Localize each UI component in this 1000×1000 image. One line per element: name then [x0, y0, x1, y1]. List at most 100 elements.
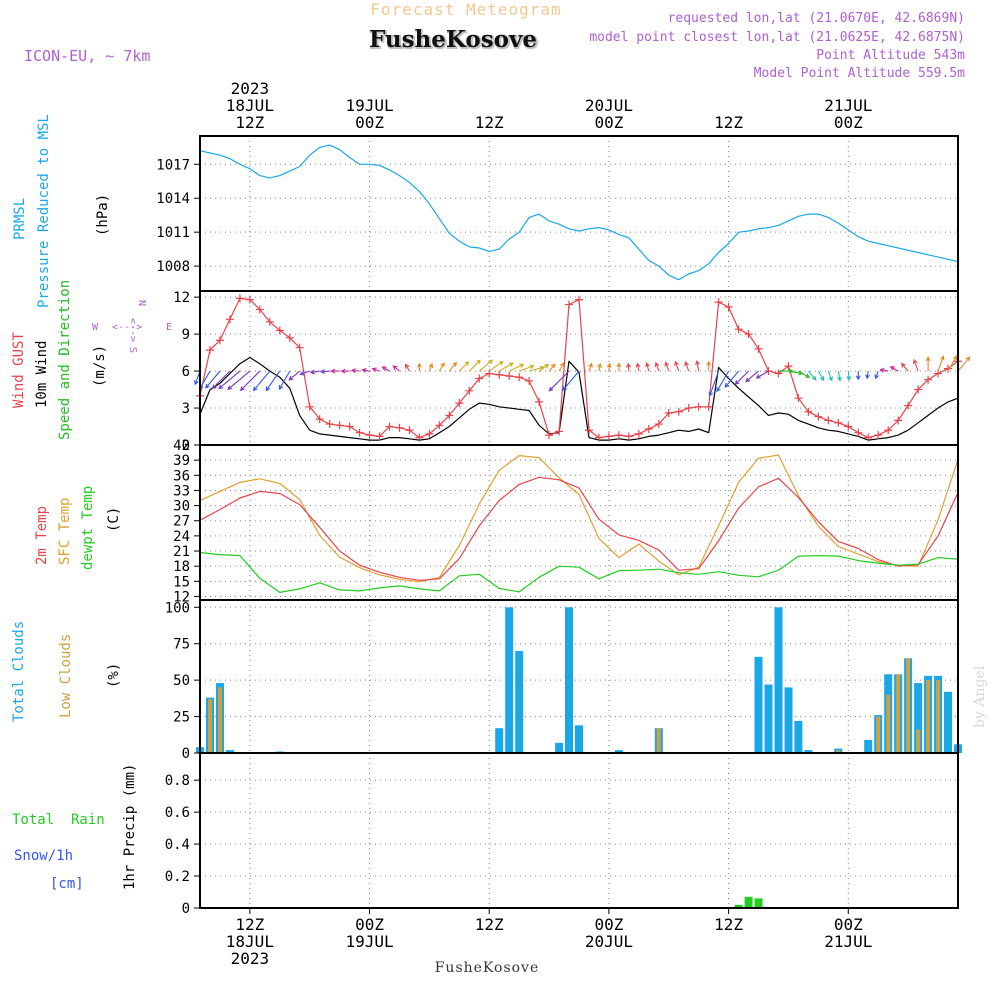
gust-marker: [245, 295, 254, 304]
temp-2m-line: [199, 476, 959, 581]
gust-marker: [684, 404, 693, 413]
gust-marker: [884, 426, 893, 435]
wind-direction-arrow: [548, 370, 570, 392]
top-time-label: 12Z: [714, 113, 743, 132]
gust-marker: [475, 374, 484, 383]
wind-direction-arrow: [448, 361, 458, 372]
gust-marker: [235, 294, 244, 303]
gust-marker: [515, 373, 524, 382]
wind-direction-arrow: [874, 370, 879, 380]
total-clouds-bar: [555, 742, 564, 753]
temp-sfc-label: SFC Temp: [57, 498, 73, 565]
wind-direction-arrow: [606, 362, 612, 372]
y-tick-label: 0.8: [165, 773, 190, 789]
gust-marker: [584, 426, 593, 435]
y-tick-label: 15: [173, 574, 190, 590]
wind-direction-arrow: [912, 358, 919, 372]
low-clouds-bar: [886, 694, 891, 753]
gust-marker: [774, 369, 783, 378]
gust-marker: [814, 412, 823, 421]
total-clouds-bar: [764, 684, 773, 753]
wind-direction-arrow: [508, 363, 525, 372]
gust-marker: [365, 431, 374, 440]
rain-bar: [744, 896, 753, 908]
wind-direction-arrow: [361, 367, 370, 373]
wind-direction-arrow: [635, 362, 641, 372]
top-time-label: 21JUL: [824, 96, 872, 115]
wind-direction-arrow: [288, 370, 301, 381]
wind-direction-arrow: [218, 370, 241, 390]
gust-marker: [495, 370, 504, 379]
bottom-time-label: 19JUL: [345, 932, 393, 951]
wind-direction-arrow: [428, 362, 434, 372]
top-time-label: 00Z: [834, 113, 863, 132]
low-clouds-bar: [896, 674, 901, 753]
total-clouds-bar: [794, 720, 803, 753]
wind-direction-arrow: [724, 370, 740, 388]
wind-direction-arrow: [227, 370, 251, 391]
wind-direction-arrow: [716, 370, 730, 393]
gust-marker: [345, 422, 354, 431]
wind-unit: (m/s): [92, 345, 108, 387]
gust-marker: [335, 421, 344, 430]
wind-direction-arrow: [252, 370, 271, 392]
gust-marker: [804, 407, 813, 416]
gust-marker: [614, 431, 623, 440]
panel-frames: [199, 135, 959, 909]
y-tick-label: 9: [182, 327, 190, 343]
compass-e: E: [166, 322, 172, 333]
y-tick-label: 1014: [156, 191, 190, 207]
panel-frame-precip: [199, 752, 959, 909]
snow-unit: [cm]: [50, 876, 84, 892]
y-tick-label: 12: [173, 290, 190, 306]
gust-marker: [714, 298, 723, 307]
total-clouds-bar: [754, 656, 763, 753]
y-axis-ticks: 1008101110141017036912121518212427303336…: [156, 157, 849, 917]
y-tick-label: 0.2: [165, 869, 190, 885]
wind-direction-arrow: [548, 363, 556, 372]
wind-direction-arrow: [278, 370, 291, 391]
gust-marker: [914, 385, 923, 394]
panel-frame-wind: [199, 290, 959, 446]
location-title: FusheKosove: [370, 27, 538, 54]
gust-marker: [375, 432, 384, 441]
gust-marker: [834, 418, 843, 427]
low-clouds-label: Low Clouds: [58, 634, 74, 718]
wind-direction-arrow: [405, 363, 410, 372]
y-tick-label: 1008: [156, 259, 190, 275]
wind-direction-label: Speed and Direction: [57, 280, 73, 440]
top-time-label: 20JUL: [585, 96, 633, 115]
wind-direction-arrow: [855, 371, 861, 381]
top-time-label: 12Z: [475, 113, 504, 132]
temp-unit: (C): [106, 507, 122, 532]
panel-frame-temperature: [199, 444, 959, 601]
y-tick-label: 75: [173, 637, 190, 653]
gust-marker: [215, 336, 224, 345]
bottom-time-label: 00Z: [355, 915, 384, 934]
gust-marker: [904, 401, 913, 410]
gust-marker: [445, 411, 454, 420]
wind-direction-arrow: [381, 366, 390, 372]
wind-direction-arrow: [674, 360, 680, 372]
wind-direction-arrow: [265, 370, 281, 392]
y-tick-label: 18: [173, 559, 190, 575]
pressure-unit: (hPa): [95, 194, 111, 236]
gust-marker: [864, 433, 873, 442]
wind-direction-arrow: [889, 366, 899, 372]
gust-marker: [674, 407, 683, 416]
y-tick-label: 12: [173, 589, 190, 605]
top-time-label: 19JUL: [345, 96, 393, 115]
bottom-time-label: 18JUL: [226, 932, 274, 951]
gust-marker: [315, 415, 324, 424]
wind-direction-arrow: [879, 367, 889, 373]
wind-direction-arrow: [957, 356, 971, 372]
gust-marker: [644, 424, 653, 433]
gust-marker: [555, 427, 564, 436]
wind-direction-arrow: [438, 362, 445, 372]
temp-2m-label: 2m Temp: [34, 506, 50, 565]
wind-10m-label: 10m Wind: [34, 341, 50, 408]
wind-direction-arrow: [798, 370, 811, 378]
gust-marker: [594, 433, 603, 442]
